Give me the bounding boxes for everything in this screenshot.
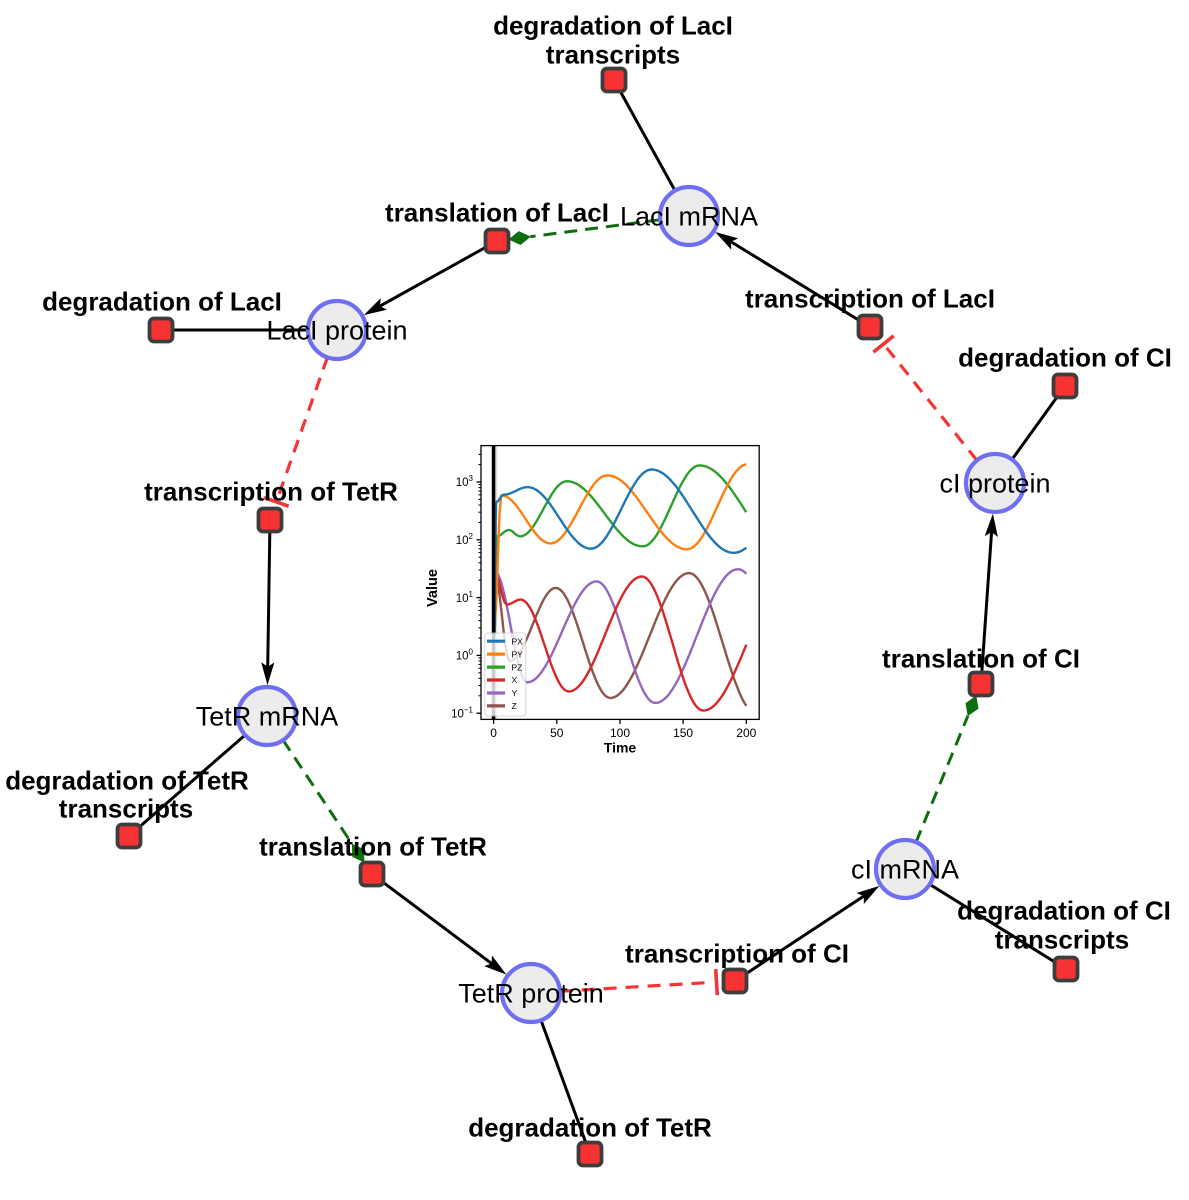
svg-text:103: 103 bbox=[456, 474, 474, 489]
svg-text:TetR mRNA: TetR mRNA bbox=[196, 702, 339, 732]
svg-text:102: 102 bbox=[456, 532, 474, 547]
svg-text:Value: Value bbox=[425, 569, 441, 607]
svg-text:transcription of CI: transcription of CI bbox=[625, 939, 849, 969]
svg-text:10−1: 10−1 bbox=[451, 705, 473, 720]
svg-text:degradation of CI: degradation of CI bbox=[957, 896, 1171, 926]
svg-text:TetR protein: TetR protein bbox=[458, 979, 604, 1009]
svg-text:translation of TetR: translation of TetR bbox=[259, 832, 487, 862]
svg-text:Z: Z bbox=[512, 701, 517, 711]
svg-text:translation of CI: translation of CI bbox=[882, 644, 1080, 674]
svg-text:degradation of CI: degradation of CI bbox=[958, 343, 1172, 373]
svg-text:100: 100 bbox=[456, 648, 474, 663]
svg-text:Time: Time bbox=[604, 740, 637, 756]
svg-text:200: 200 bbox=[736, 726, 756, 740]
svg-text:transcription of LacI: transcription of LacI bbox=[745, 284, 995, 314]
svg-text:PY: PY bbox=[512, 649, 524, 659]
svg-text:101: 101 bbox=[456, 590, 474, 605]
svg-text:transcripts: transcripts bbox=[59, 794, 193, 824]
svg-text:150: 150 bbox=[673, 726, 693, 740]
svg-text:0: 0 bbox=[490, 726, 497, 740]
svg-text:transcription of TetR: transcription of TetR bbox=[144, 477, 398, 507]
svg-text:100: 100 bbox=[610, 726, 630, 740]
svg-text:LacI mRNA: LacI mRNA bbox=[620, 202, 758, 232]
svg-text:transcripts: transcripts bbox=[995, 925, 1129, 955]
svg-text:translation of LacI: translation of LacI bbox=[385, 198, 609, 228]
svg-text:cI mRNA: cI mRNA bbox=[851, 855, 959, 885]
svg-text:PZ: PZ bbox=[512, 662, 523, 672]
svg-text:degradation of TetR: degradation of TetR bbox=[468, 1113, 712, 1143]
svg-text:X: X bbox=[512, 675, 518, 685]
svg-text:degradation of TetR: degradation of TetR bbox=[5, 766, 249, 796]
svg-text:50: 50 bbox=[550, 726, 564, 740]
svg-text:degradation of LacI: degradation of LacI bbox=[42, 287, 282, 317]
svg-text:transcripts: transcripts bbox=[546, 40, 680, 70]
svg-text:cI protein: cI protein bbox=[939, 469, 1050, 499]
svg-text:PX: PX bbox=[512, 636, 524, 646]
svg-text:degradation of LacI: degradation of LacI bbox=[493, 11, 733, 41]
svg-text:LacI protein: LacI protein bbox=[266, 316, 407, 346]
svg-text:Y: Y bbox=[512, 688, 518, 698]
